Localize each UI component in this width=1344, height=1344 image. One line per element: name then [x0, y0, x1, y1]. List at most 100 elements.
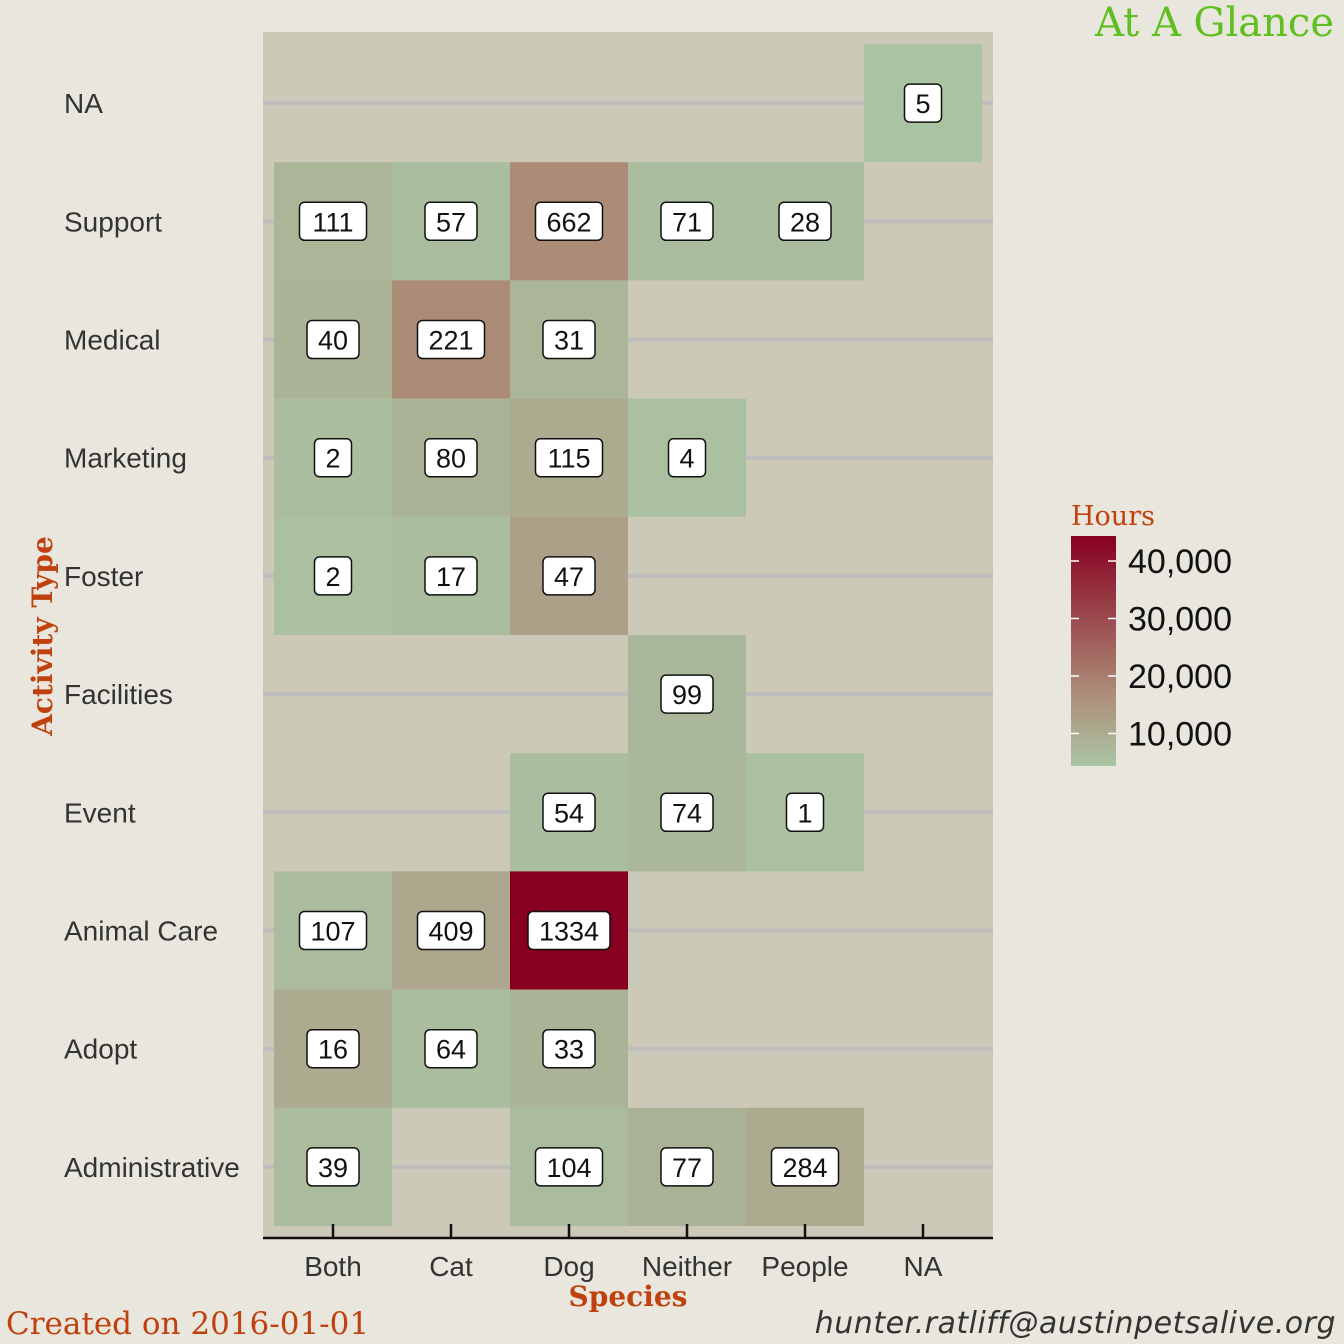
cell-label-box — [534, 201, 604, 242]
cell-value: 33 — [554, 1035, 584, 1065]
cell-value: 16 — [318, 1035, 348, 1065]
cell-value: 5 — [915, 89, 930, 119]
cell-label-box — [424, 437, 478, 478]
cell-label: 47 — [542, 556, 596, 596]
cell-value: 1334 — [539, 917, 599, 947]
cell-label: 31 — [542, 319, 596, 360]
cell-label: 1 — [785, 792, 825, 833]
x-tick-label: Dog — [543, 1251, 594, 1282]
cell-value: 115 — [547, 444, 590, 474]
legend-title: Hours — [1071, 501, 1155, 532]
cell-value: 104 — [546, 1153, 591, 1183]
cell-label: 28 — [778, 201, 832, 242]
cell-value: 17 — [436, 562, 466, 592]
legend-tick-label: 10,000 — [1128, 716, 1232, 754]
cell-label: 284 — [770, 1147, 840, 1187]
cell-label-box — [542, 319, 596, 360]
cell-label: 1334 — [527, 910, 611, 951]
cell-label-box — [660, 201, 714, 242]
cell-label: 409 — [416, 910, 486, 951]
cell-value: 2 — [325, 562, 340, 592]
x-tick-label: Cat — [429, 1251, 473, 1282]
cell-value: 54 — [554, 798, 584, 828]
cell-label: 74 — [660, 792, 714, 833]
cell-value: 111 — [312, 207, 353, 237]
cell-value: 99 — [672, 680, 702, 710]
cell-label-box — [424, 556, 478, 596]
created-date: Created on 2016-01-01 — [6, 1306, 370, 1342]
cell-value: 40 — [318, 326, 348, 356]
cell-label: 40 — [306, 319, 360, 360]
cell-label: 2 — [313, 556, 353, 596]
cell-value: 1 — [797, 798, 812, 828]
cell-value: 31 — [554, 326, 584, 356]
cell-label-box — [306, 319, 360, 360]
cell-value: 80 — [436, 444, 466, 474]
cell-label: 662 — [534, 201, 604, 242]
cell-value: 107 — [310, 917, 355, 947]
cell-label-box — [542, 792, 596, 833]
y-tick-label: Medical — [64, 325, 160, 356]
cell-label-box — [424, 201, 478, 242]
cell-value: 74 — [672, 798, 702, 828]
cell-value: 47 — [554, 562, 584, 592]
cell-label: 33 — [542, 1028, 596, 1069]
cell-label-box — [534, 1147, 604, 1187]
cell-label-box — [306, 1147, 360, 1187]
cell-label: 57 — [424, 201, 478, 242]
cell-label: 5 — [903, 83, 943, 123]
y-tick-label: Support — [64, 206, 162, 237]
cell-label-box — [778, 201, 832, 242]
cell-label: 77 — [660, 1147, 714, 1187]
cell-value: 662 — [546, 207, 591, 237]
y-tick-label: Adopt — [64, 1034, 137, 1065]
y-tick-label: Foster — [64, 561, 143, 592]
y-tick-label: Facilities — [64, 679, 173, 710]
y-tick-label: NA — [64, 88, 103, 119]
cell-label-box — [527, 910, 611, 951]
cell-label: 4 — [667, 437, 707, 478]
cell-label-box — [667, 437, 707, 478]
cell-label: 64 — [424, 1028, 478, 1069]
cell-label-box — [785, 792, 825, 833]
cell-label-box — [770, 1147, 840, 1187]
cell-label: 221 — [416, 319, 486, 360]
cell-label: 71 — [660, 201, 714, 242]
legend-tick-label: 20,000 — [1128, 658, 1232, 696]
cell-label-box — [542, 1028, 596, 1069]
x-tick-label: NA — [904, 1251, 943, 1282]
cell-value: 221 — [428, 326, 473, 356]
cell-label-box — [424, 1028, 478, 1069]
cell-value: 284 — [782, 1153, 827, 1183]
y-tick-label: Marketing — [64, 443, 187, 474]
y-tick-label: Event — [64, 797, 136, 828]
cell-value: 57 — [436, 207, 466, 237]
cell-value: 2 — [325, 444, 340, 474]
cell-label-box — [660, 792, 714, 833]
cell-value: 409 — [428, 917, 473, 947]
x-axis-title: Species — [569, 1280, 688, 1313]
cell-label: 111 — [298, 201, 368, 242]
cell-label-box — [298, 910, 368, 951]
chart-title: At A Glance — [1094, 0, 1334, 46]
cell-label-box — [306, 1028, 360, 1069]
cell-value: 77 — [672, 1153, 702, 1183]
cell-label: 80 — [424, 437, 478, 478]
cell-label: 99 — [660, 674, 714, 714]
y-tick-label: Animal Care — [64, 916, 218, 947]
cell-label-box — [298, 201, 368, 242]
x-tick-label: Both — [304, 1251, 362, 1282]
cell-label-box — [660, 1147, 714, 1187]
cell-label: 115 — [534, 437, 604, 478]
legend-tick-label: 40,000 — [1128, 543, 1232, 581]
author-email: hunter.ratliff@austinpetsalive.org — [814, 1306, 1336, 1341]
cell-label-box — [534, 437, 604, 478]
legend-colorbar — [1071, 536, 1116, 766]
cell-label-box — [313, 556, 353, 596]
cell-label: 107 — [298, 910, 368, 951]
cell-label-box — [660, 674, 714, 714]
x-tick-label: People — [761, 1251, 848, 1282]
cell-label: 104 — [534, 1147, 604, 1187]
cell-label-box — [416, 319, 486, 360]
